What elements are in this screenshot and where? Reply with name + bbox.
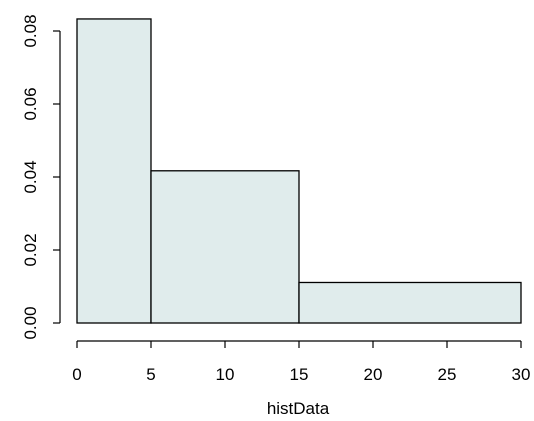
y-tick-label: 0.00: [21, 306, 40, 339]
bars-group: [76, 18, 522, 324]
histogram-bar-1: [76, 18, 152, 324]
y-axis: 0.00 0.02 0.04 0.06 0.08: [21, 14, 61, 340]
x-tick-label: 10: [216, 365, 235, 384]
x-tick-label: 0: [72, 365, 81, 384]
x-tick-label: 15: [290, 365, 309, 384]
histogram-bar-3: [298, 281, 522, 324]
y-tick-label: 0.04: [21, 160, 40, 193]
x-tick-label: 25: [438, 365, 457, 384]
x-tick-label: 30: [512, 365, 531, 384]
x-tick-label: 20: [364, 365, 383, 384]
x-axis: 0 5 10 15 20 25 30: [72, 340, 531, 384]
y-tick-label: 0.02: [21, 233, 40, 266]
histogram-bar-2: [150, 170, 300, 324]
x-tick-label: 5: [146, 365, 155, 384]
y-tick-label: 0.08: [21, 14, 40, 47]
x-axis-label: histData: [267, 399, 330, 418]
y-tick-label: 0.06: [21, 87, 40, 120]
